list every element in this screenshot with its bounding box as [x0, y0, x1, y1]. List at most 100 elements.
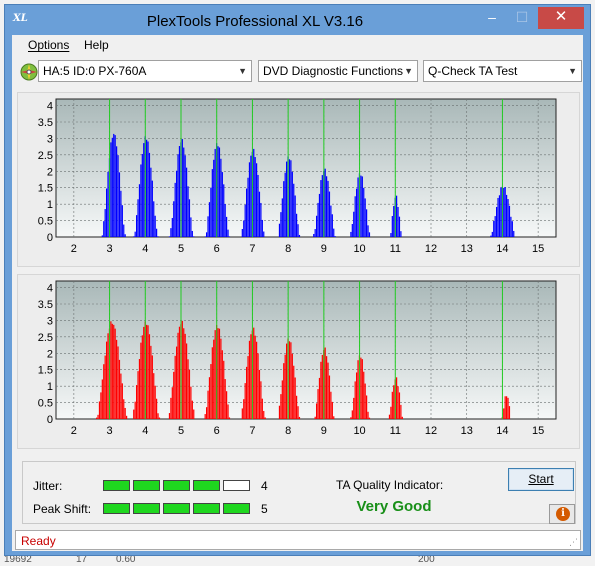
y-tick-label: 0 [47, 414, 53, 426]
histogram-bar [214, 148, 216, 237]
menu-options[interactable]: Options [28, 38, 70, 52]
histogram-bar [183, 147, 185, 237]
histogram-bar [350, 417, 352, 419]
histogram-bar [143, 143, 145, 237]
histogram-bar [133, 236, 135, 237]
histogram-bar [250, 155, 252, 237]
peak-shift-histogram-chart: 0 0.5 1 1.5 2 2.5 3 3.5 4 2 3 4 5 6 7 8 9 10 11 12 13 14 15 [38, 280, 557, 437]
start-button[interactable]: Start [508, 468, 574, 491]
histogram-bar [153, 373, 155, 419]
histogram-bar [98, 401, 101, 419]
histogram-bar [368, 417, 371, 419]
histogram-bar [334, 236, 336, 237]
close-button[interactable]: ✕ [538, 7, 584, 29]
histogram-bar [391, 216, 393, 237]
histogram-bar [364, 198, 366, 237]
histogram-bar [286, 161, 288, 237]
level-segment [163, 503, 190, 514]
histogram-bar [354, 381, 356, 419]
histogram-bar [247, 177, 249, 237]
test-select[interactable]: Q-Check TA Test ▼ [423, 60, 582, 82]
histogram-bar [171, 217, 173, 237]
plextools-window: XL PlexTools Professional XL V3.16 – ☐ ✕… [4, 4, 591, 556]
menu-help[interactable]: Help [84, 38, 109, 52]
histogram-bar [296, 395, 298, 419]
histogram-bar [146, 324, 148, 419]
histogram-bar [138, 184, 141, 237]
start-button-label: Start [528, 472, 554, 486]
histogram-bar [191, 400, 193, 419]
histogram-bar [178, 146, 181, 237]
histogram-bar [116, 146, 118, 237]
y-tick-label: 4 [47, 283, 53, 295]
level-segment [103, 503, 130, 514]
histogram-bar [184, 155, 186, 237]
histogram-bar [246, 366, 248, 419]
histogram-bar [114, 328, 116, 419]
histogram-bar [500, 187, 502, 237]
histogram-bar [254, 335, 256, 419]
histogram-bar [223, 360, 225, 419]
histogram-bar [396, 195, 398, 237]
histogram-bar [511, 221, 513, 237]
window-title: PlexTools Professional XL V3.16 [146, 13, 364, 30]
plot-area [55, 98, 557, 238]
function-select-value: DVD Diagnostic Functions [263, 64, 404, 78]
histogram-bar [318, 377, 321, 419]
y-tick-label: 3 [47, 315, 53, 327]
x-tick-label: 10 [353, 425, 365, 437]
histogram-bar [326, 356, 328, 419]
maximize-button[interactable]: ☐ [515, 9, 529, 25]
status-bar: Ready ⋰ [15, 530, 581, 550]
resize-grip-icon[interactable]: ⋰ [569, 537, 578, 547]
histogram-bar [133, 409, 135, 419]
y-tick-label: 0.5 [38, 398, 53, 410]
histogram-bar [140, 342, 142, 419]
title-bar[interactable]: XL PlexTools Professional XL V3.16 – ☐ ✕ [5, 5, 590, 35]
histogram-bar [333, 416, 335, 419]
histogram-bar [118, 359, 121, 419]
info-button[interactable]: i [549, 504, 575, 524]
histogram-bar [317, 389, 319, 419]
minimize-button[interactable]: – [488, 9, 496, 25]
histogram-bar [390, 406, 392, 419]
histogram-bar [363, 371, 365, 419]
x-tick-label: 15 [532, 243, 544, 255]
level-segment [133, 503, 160, 514]
histogram-bar [363, 187, 365, 237]
histogram-bar [208, 202, 211, 237]
histogram-bar [294, 195, 296, 237]
histogram-bar [361, 359, 363, 419]
histogram-bar [283, 181, 285, 237]
y-tick-label: 0.5 [38, 216, 53, 228]
histogram-bar [101, 379, 103, 419]
histogram-bar [156, 228, 158, 237]
histogram-bar [360, 357, 362, 419]
histogram-bar [291, 353, 293, 419]
histogram-bar [221, 350, 223, 419]
chevron-down-icon: ▼ [568, 66, 577, 76]
level-segment [223, 480, 250, 491]
histogram-bar [401, 416, 403, 419]
histogram-bar [174, 355, 176, 419]
drive-select[interactable]: HA:5 ID:0 PX-760A ▼ [38, 60, 252, 82]
status-text: Ready [21, 534, 56, 548]
function-select[interactable]: DVD Diagnostic Functions ▼ [258, 60, 418, 82]
histogram-bar [171, 387, 173, 419]
histogram-bar [126, 415, 128, 419]
histogram-bar [186, 167, 188, 237]
histogram-bar [361, 176, 363, 237]
histogram-bar [176, 346, 178, 419]
histogram-bar [147, 141, 149, 237]
histogram-bar [324, 168, 326, 237]
histogram-bar [191, 230, 193, 237]
histogram-bar [260, 202, 262, 237]
histogram-bar [188, 199, 191, 237]
histogram-bar [137, 371, 139, 419]
menu-bar: Options Help [12, 35, 583, 56]
x-tick-label: 3 [107, 243, 113, 255]
histogram-bar [324, 347, 326, 419]
toolbar: HA:5 ID:0 PX-760A ▼ DVD Diagnostic Funct… [12, 58, 583, 84]
histogram-bar [217, 328, 219, 419]
histogram-bar [263, 231, 265, 237]
